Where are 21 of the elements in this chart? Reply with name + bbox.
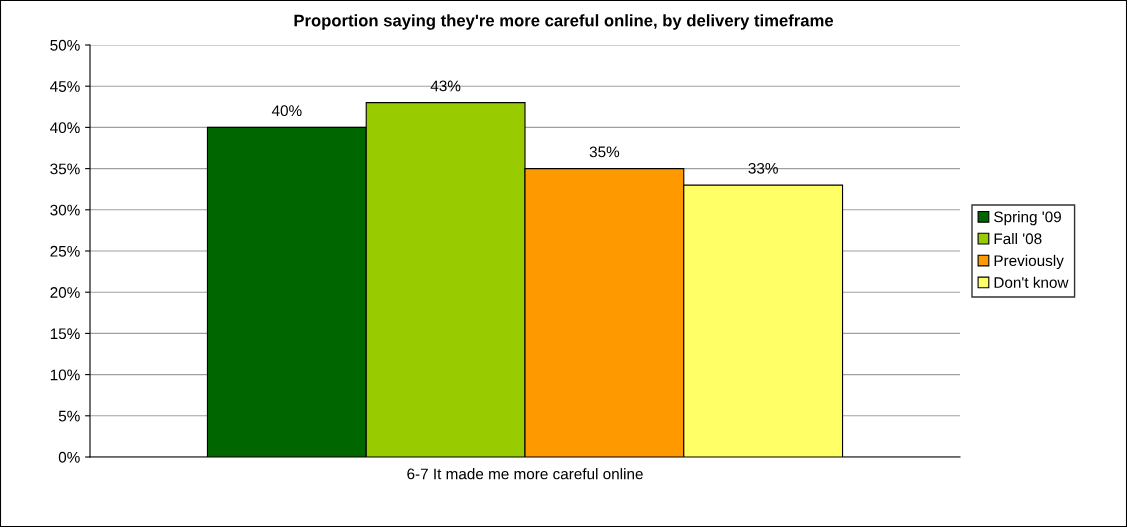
data-label: 43% bbox=[430, 80, 461, 92]
y-tick-label: 5% bbox=[58, 410, 80, 422]
y-tick-label: 45% bbox=[50, 81, 80, 92]
y-tick-label: 35% bbox=[50, 163, 80, 175]
y-tick-label: 20% bbox=[50, 287, 80, 298]
x-tick-label: 6-7 It made me more careful online bbox=[407, 468, 643, 480]
y-tick-label: 30% bbox=[50, 204, 80, 216]
legend-label: Spring '09 bbox=[994, 211, 1061, 226]
data-label: 35% bbox=[589, 146, 620, 158]
y-tick-label: 10% bbox=[50, 369, 80, 381]
legend-label: Don't know bbox=[994, 276, 1069, 288]
y-tick-label: 25% bbox=[50, 245, 80, 257]
legend-label: Fall '08 bbox=[994, 232, 1042, 245]
data-label: 40% bbox=[271, 105, 302, 117]
legend-label: Previously bbox=[994, 254, 1064, 270]
y-tick-label: 0% bbox=[58, 451, 80, 463]
y-tick-label: 15% bbox=[50, 328, 80, 340]
chart-title: Proportion saying they're more careful online, by delivery timeframe bbox=[294, 14, 834, 30]
y-tick-label: 50% bbox=[50, 39, 80, 51]
y-tick-label: 40% bbox=[50, 122, 80, 134]
data-label: 33% bbox=[748, 162, 778, 174]
